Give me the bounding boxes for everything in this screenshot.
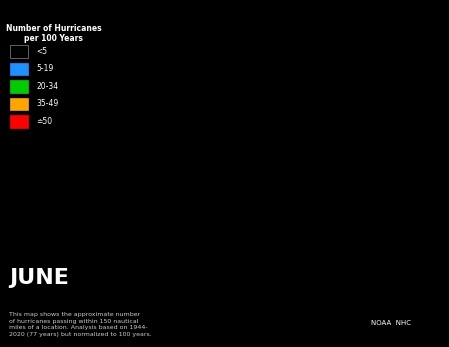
Text: Number of Hurricanes
per 100 Years: Number of Hurricanes per 100 Years: [6, 24, 101, 43]
FancyBboxPatch shape: [10, 62, 28, 75]
Text: <5: <5: [36, 47, 47, 56]
Text: 20-34: 20-34: [36, 82, 58, 91]
Text: JUNE: JUNE: [9, 268, 69, 288]
FancyBboxPatch shape: [10, 80, 28, 93]
Text: 5-19: 5-19: [36, 64, 53, 73]
FancyBboxPatch shape: [10, 115, 28, 128]
FancyBboxPatch shape: [10, 45, 28, 58]
Text: This map shows the approximate number
of hurricanes passing within 150 nautical
: This map shows the approximate number of…: [9, 312, 152, 337]
Text: 35-49: 35-49: [36, 99, 58, 108]
FancyBboxPatch shape: [10, 98, 28, 110]
Text: NOAA  NHC: NOAA NHC: [370, 320, 411, 326]
Text: ≐50: ≐50: [36, 117, 52, 126]
